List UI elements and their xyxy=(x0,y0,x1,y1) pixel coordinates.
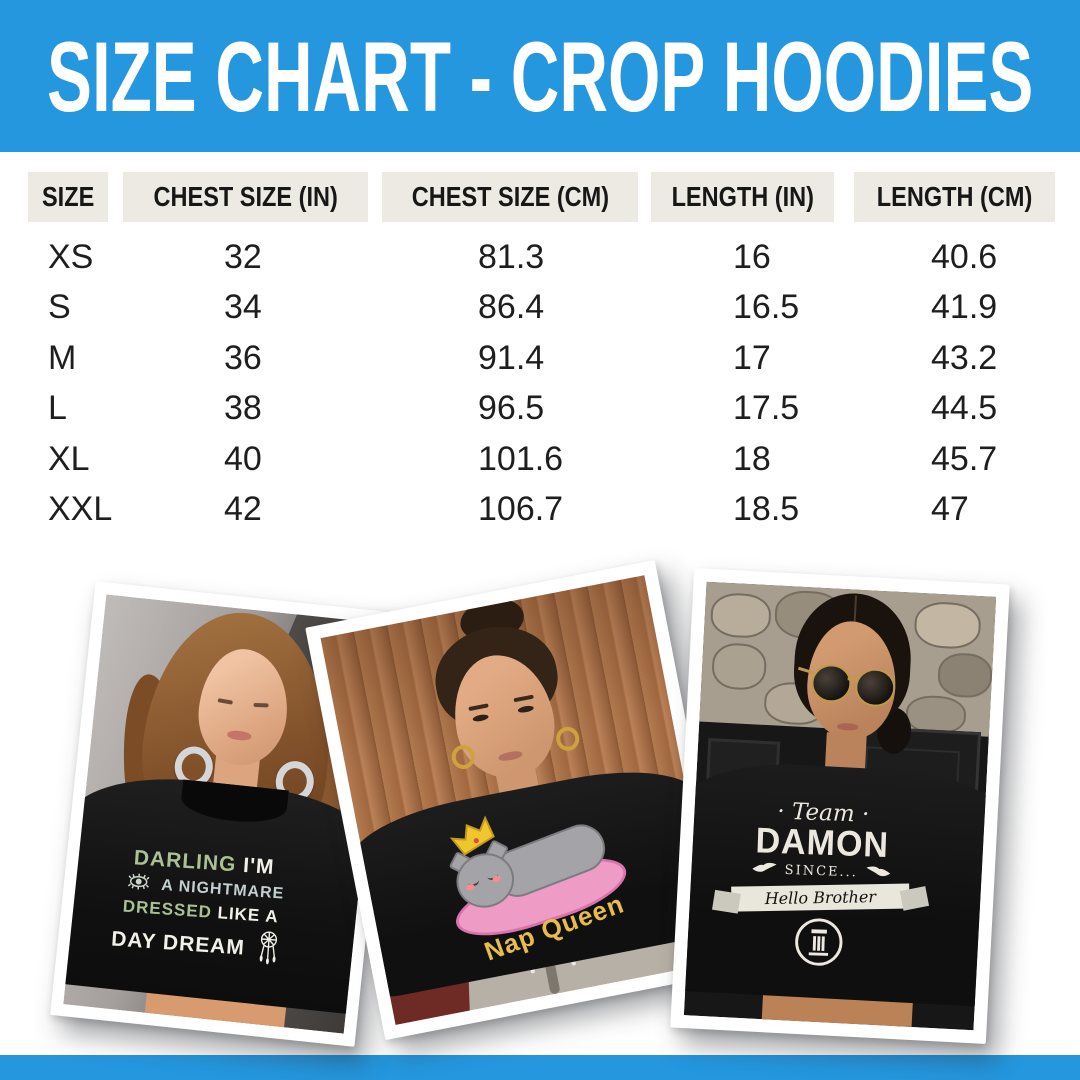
column-header-length-in: LENGTH (IN) xyxy=(651,172,834,222)
cell-chest-cm: 96.5 xyxy=(478,389,545,428)
damon-text: DAMON xyxy=(754,820,890,866)
stone-block xyxy=(936,651,994,699)
ribbon-end xyxy=(899,885,930,911)
since-text: SINCE... xyxy=(784,863,859,881)
footer-accent-bar xyxy=(0,1055,1080,1080)
cell-chest-in: 32 xyxy=(224,238,262,276)
table-row-l: L 38 96.5 17.5 44.5 xyxy=(0,383,1080,433)
photo-middle-nap-queen-hoodie: Nap Queen xyxy=(305,559,735,1041)
cell-length-in: 17 xyxy=(733,338,771,377)
cell-size: S xyxy=(48,288,71,327)
cell-size: XS xyxy=(48,238,94,276)
cell-length-in: 18.5 xyxy=(733,489,800,528)
ribbon-end xyxy=(712,889,741,914)
eye-doodle-icon xyxy=(125,873,152,895)
cell-chest-in: 36 xyxy=(224,338,262,377)
table-row-xs: XS 32 81.3 16 40.6 xyxy=(0,232,1080,282)
cell-length-in: 17.5 xyxy=(733,389,800,428)
cell-length-in: 16 xyxy=(733,238,771,276)
salvatore-crest-icon xyxy=(712,911,926,977)
cell-chest-in: 40 xyxy=(224,439,262,478)
crown-icon xyxy=(447,812,503,865)
ribbon-banner: Hello Brother xyxy=(712,883,930,914)
cell-length-cm: 40.6 xyxy=(931,238,998,276)
page-title: SIZE CHART - CROP HOODIES xyxy=(46,20,1034,132)
table-row-m: M 36 91.4 17 43.2 xyxy=(0,333,1080,383)
cell-chest-cm: 106.7 xyxy=(478,489,564,528)
hoodie-print-darling: DARLING I'M A NIGHTMARE DRESSED LIKE A D… xyxy=(82,840,320,978)
cell-chest-cm: 86.4 xyxy=(478,288,545,327)
photo-left-darling-hoodie: DARLING I'M A NIGHTMARE DRESSED LIKE A D… xyxy=(50,581,400,1047)
cell-length-cm: 44.5 xyxy=(931,389,998,428)
cell-size: XL xyxy=(48,439,90,478)
cell-size: XXL xyxy=(48,489,113,528)
cell-length-in: 16.5 xyxy=(733,288,800,327)
scene-wood-wall: Nap Queen xyxy=(320,575,720,1025)
column-header-length-cm: LENGTH (CM) xyxy=(854,172,1055,222)
column-header-size: SIZE xyxy=(28,172,108,222)
cell-chest-cm: 81.3 xyxy=(478,238,545,276)
photo-right-team-damon-hoodie: · Team · DAMON SINCE... Hello Brother xyxy=(670,568,1010,1044)
crow-icon xyxy=(865,865,892,882)
scene-stone-storefront: · Team · DAMON SINCE... Hello Brother xyxy=(683,581,997,1031)
hoodie-print-team-damon: · Team · DAMON SINCE... Hello Brother xyxy=(712,796,930,977)
size-table-body: XS 32 81.3 16 40.6 S 34 86.4 16.5 41.9 M… xyxy=(0,232,1080,534)
stone-block xyxy=(709,592,772,640)
column-header-chest-in: CHEST SIZE (IN) xyxy=(123,172,368,222)
hello-brother-text: Hello Brother xyxy=(764,886,877,908)
hoodie-print-nap-queen: Nap Queen xyxy=(427,787,650,972)
black-crop-hoodie: DARLING I'M A NIGHTMARE DRESSED LIKE A D… xyxy=(63,767,383,1016)
print-line-2: A NIGHTMARE xyxy=(87,870,318,907)
cell-chest-in: 38 xyxy=(224,389,262,428)
cell-size: L xyxy=(48,389,67,428)
cell-chest-in: 42 xyxy=(224,489,262,528)
cell-length-cm: 43.2 xyxy=(931,338,998,377)
black-crop-hoodie: · Team · DAMON SINCE... Hello Brother xyxy=(683,758,997,1008)
cell-length-in: 18 xyxy=(733,439,771,478)
since-row: SINCE... xyxy=(715,860,927,883)
crow-icon xyxy=(751,861,778,878)
cell-length-cm: 47 xyxy=(931,489,969,528)
cell-chest-in: 34 xyxy=(224,288,262,327)
table-row-s: S 34 86.4 16.5 41.9 xyxy=(0,282,1080,332)
table-row-xxl: XXL 42 106.7 18.5 47 xyxy=(0,484,1080,534)
column-header-chest-cm: CHEST SIZE (CM) xyxy=(382,172,638,222)
stone-block xyxy=(710,642,768,691)
model-eye xyxy=(253,702,269,708)
table-row-xl: XL 40 101.6 18 45.7 xyxy=(0,434,1080,484)
cell-length-cm: 41.9 xyxy=(931,288,998,327)
cell-size: M xyxy=(48,338,77,377)
cell-chest-cm: 91.4 xyxy=(478,338,545,377)
cell-length-cm: 45.7 xyxy=(931,439,998,478)
dreamcatcher-icon xyxy=(255,931,281,972)
cell-chest-cm: 101.6 xyxy=(478,439,564,478)
header-banner: SIZE CHART - CROP HOODIES xyxy=(0,0,1080,152)
sunglasses-bridge xyxy=(847,677,858,681)
scene-gray-wall: DARLING I'M A NIGHTMARE DRESSED LIKE A D… xyxy=(63,594,387,1034)
print-line-4: DAY DREAM xyxy=(82,917,314,975)
